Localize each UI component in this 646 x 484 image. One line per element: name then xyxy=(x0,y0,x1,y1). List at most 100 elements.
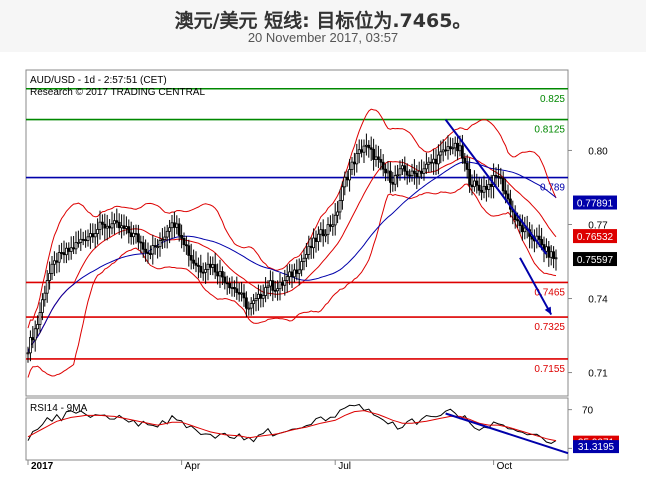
price-candle xyxy=(65,242,68,264)
price-candle xyxy=(168,219,172,244)
candle-body xyxy=(151,245,155,255)
candle-body xyxy=(376,156,380,160)
candle-body xyxy=(120,225,123,229)
candle-body xyxy=(57,252,61,263)
candle-body xyxy=(247,307,251,310)
candle-body xyxy=(350,161,354,170)
candle-body xyxy=(96,228,99,234)
price-candle xyxy=(372,138,376,171)
price-candle xyxy=(475,173,479,194)
candle-body xyxy=(465,162,469,170)
candle-body xyxy=(168,227,172,232)
price-candle xyxy=(348,159,352,192)
candle-body xyxy=(518,220,522,226)
candle-body xyxy=(547,246,551,258)
candle-body xyxy=(314,237,318,242)
candle-body xyxy=(475,180,479,186)
price-tag-0 xyxy=(573,195,617,210)
candle-body xyxy=(177,223,181,236)
candle-body xyxy=(480,189,484,193)
candle-body xyxy=(228,283,232,289)
candle-body xyxy=(364,144,368,147)
candle-body xyxy=(292,269,296,278)
candle-body xyxy=(367,144,371,149)
level-label-3: 0.7465 xyxy=(534,287,565,298)
candle-body xyxy=(482,185,486,193)
price-candle xyxy=(261,284,265,308)
price-tag-2 xyxy=(573,252,617,267)
price-candle xyxy=(554,249,558,271)
price-candle xyxy=(120,214,123,239)
price-candle xyxy=(228,277,232,294)
level-label-5: 0.7155 xyxy=(534,364,565,375)
candle-body xyxy=(552,251,555,259)
candle-body xyxy=(278,281,282,290)
candle-body xyxy=(79,238,83,243)
candle-body xyxy=(235,288,239,293)
price-candle xyxy=(84,230,87,248)
candle-body xyxy=(501,178,505,192)
axis-layer: 0.80 0.77 0.74 0.71 0.77891 0.76532 0.75597 70 3… xyxy=(27,146,619,472)
candle-body xyxy=(115,220,119,223)
price-candle xyxy=(165,224,169,249)
price-candle xyxy=(144,239,148,262)
price-candle xyxy=(108,219,111,238)
candle-body xyxy=(405,170,409,176)
candle-body xyxy=(357,149,361,154)
rsi-tag-label-1: 31.3195 xyxy=(578,442,615,453)
candle-body xyxy=(153,245,157,248)
price-candle xyxy=(163,226,167,249)
candle-body xyxy=(62,252,66,256)
price-candle xyxy=(343,171,347,196)
candle-body xyxy=(261,295,265,299)
price-candle xyxy=(146,242,150,264)
candle-body xyxy=(26,352,30,355)
candle-body xyxy=(496,175,500,178)
price-candle xyxy=(285,265,289,293)
price-candle xyxy=(336,201,340,224)
price-candle xyxy=(465,154,469,179)
price-candle xyxy=(223,271,227,290)
price-candle xyxy=(177,218,181,242)
level-label-4: 0.7325 xyxy=(534,322,565,333)
price-candle xyxy=(324,229,328,243)
candle-body xyxy=(74,242,78,250)
candle-body xyxy=(43,292,47,301)
candle-body xyxy=(69,247,73,252)
candle-body xyxy=(549,251,553,258)
candle-body xyxy=(494,174,498,177)
price-candle xyxy=(182,232,186,252)
candle-body xyxy=(300,261,304,271)
candle-body xyxy=(372,148,376,160)
candle-body xyxy=(89,233,92,238)
candle-body xyxy=(117,221,121,229)
candle-body xyxy=(81,238,85,241)
candle-body xyxy=(218,271,222,277)
price-candle xyxy=(463,153,467,172)
price-candle xyxy=(213,253,217,280)
price-candle xyxy=(264,277,268,303)
price-candle xyxy=(295,259,299,281)
x-tick-label-2: Jul xyxy=(338,461,351,472)
candle-body xyxy=(223,276,227,284)
price-candle xyxy=(60,242,63,260)
price-candle xyxy=(451,137,455,155)
candle-body xyxy=(144,248,148,253)
candle-body xyxy=(220,271,224,278)
price-candle xyxy=(333,203,337,236)
candle-body xyxy=(216,271,220,277)
price-candle xyxy=(151,234,155,265)
candle-body xyxy=(252,300,256,304)
candle-body xyxy=(165,230,169,238)
price-candle xyxy=(189,243,193,270)
candle-body xyxy=(232,287,236,290)
price-candle xyxy=(158,232,162,257)
price-candle xyxy=(405,163,409,185)
candle-body xyxy=(489,183,493,187)
chart-header-line2: Research © 2017 TRADING CENTRAL xyxy=(30,87,205,98)
price-candle xyxy=(79,228,83,251)
price-candle xyxy=(117,213,121,235)
candle-body xyxy=(316,233,320,242)
candle-body xyxy=(53,260,56,265)
